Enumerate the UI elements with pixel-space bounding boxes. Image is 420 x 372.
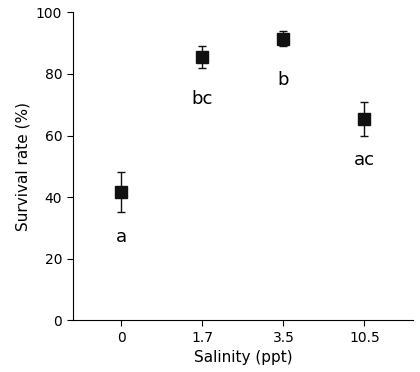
Text: b: b bbox=[278, 71, 289, 89]
Text: bc: bc bbox=[192, 90, 213, 108]
Text: ac: ac bbox=[354, 151, 375, 169]
Y-axis label: Survival rate (%): Survival rate (%) bbox=[16, 102, 30, 231]
Text: a: a bbox=[116, 228, 127, 246]
X-axis label: Salinity (ppt): Salinity (ppt) bbox=[194, 350, 292, 365]
